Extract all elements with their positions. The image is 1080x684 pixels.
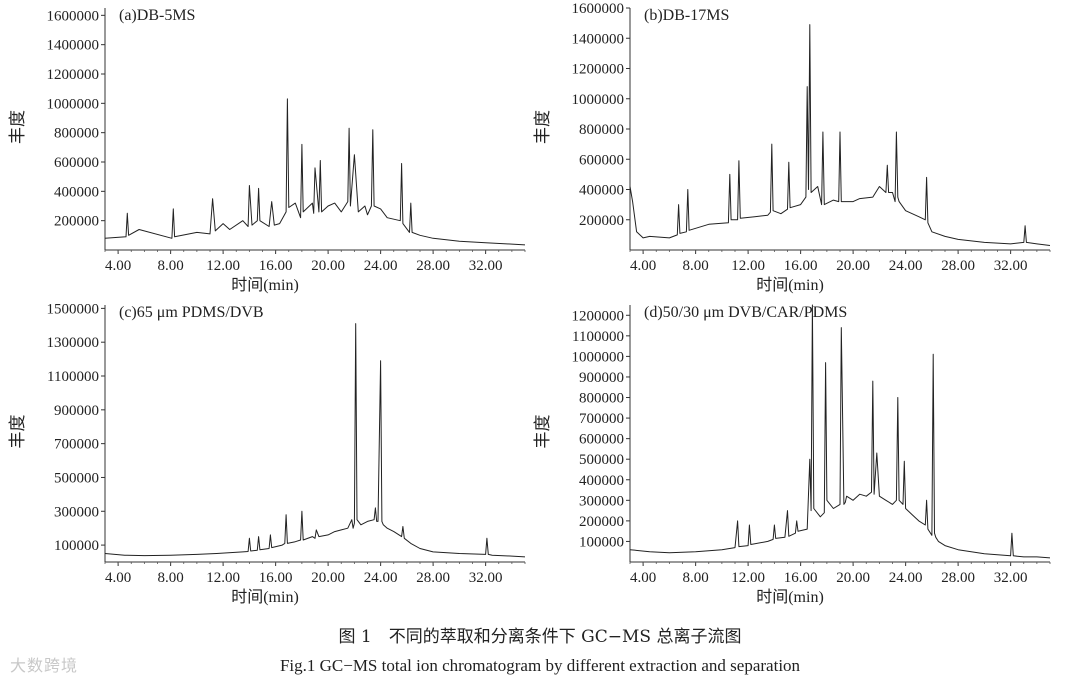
y-tick-label: 400000 [579,183,624,199]
y-tick-label: 1000000 [572,92,625,108]
y-tick-label: 800000 [54,126,99,142]
y-tick-label: 1200000 [47,67,100,83]
x-tick-label: 16.00 [784,258,818,274]
x-tick-label: 32.00 [994,258,1028,274]
y-tick-label: 600000 [54,155,99,171]
x-tick-label: 16.00 [259,570,293,586]
x-tick-label: 28.00 [941,258,975,274]
y-tick-label: 300000 [54,504,99,520]
x-tick-label: 32.00 [994,570,1028,586]
x-tick-label: 28.00 [416,570,450,586]
y-tick-label: 600000 [579,432,624,448]
x-tick-label: 32.00 [469,258,503,274]
x-tick-label: 12.00 [206,570,240,586]
x-tick-label: 24.00 [889,258,923,274]
y-tick-label: 800000 [579,391,624,407]
x-tick-label: 4.00 [630,258,656,274]
x-tick-label: 12.00 [206,258,240,274]
y-tick-label: 700000 [579,411,624,427]
y-tick-label: 1100000 [47,369,99,385]
x-tick-label: 4.00 [105,570,131,586]
y-tick-label: 200000 [579,514,624,530]
x-tick-label: 32.00 [469,570,503,586]
x-tick-label: 28.00 [941,570,975,586]
chromatogram-series-line [629,24,1051,246]
y-tick-label: 1100000 [572,329,624,345]
x-axis-label: 时间(min) [756,276,824,294]
y-axis-label: 丰度 [533,415,552,449]
y-tick-label: 1400000 [47,38,100,54]
x-axis-label: 时间(min) [231,276,299,294]
x-axis-label: 时间(min) [231,588,299,606]
y-tick-label: 900000 [579,370,624,386]
x-tick-label: 8.00 [158,258,184,274]
x-tick-label: 4.00 [105,258,131,274]
y-tick-label: 200000 [579,213,624,229]
x-tick-label: 20.00 [836,570,870,586]
y-tick-label: 1600000 [47,8,100,24]
x-tick-label: 24.00 [364,570,398,586]
y-tick-label: 1200000 [572,308,625,324]
y-axis-label: 丰度 [8,415,27,449]
x-tick-label: 4.00 [630,570,656,586]
chromatogram-series-line [629,304,1051,559]
x-tick-label: 8.00 [683,258,709,274]
y-tick-label: 1300000 [47,335,100,351]
panel-a: 200000 400000 600000 800000 1000000 1200000 14… [8,7,526,294]
x-tick-label: 12.00 [731,570,765,586]
y-tick-label: 600000 [579,152,624,168]
y-tick-label: 300000 [579,493,624,509]
figure-caption-english: Fig.1 GC−MS total ion chromatogram by di… [279,656,801,675]
y-tick-label: 400000 [54,184,99,200]
y-tick-label: 400000 [579,473,624,489]
y-tick-label: 1600000 [572,1,625,17]
panel-d: 100000 200000 300000 400000 500000 600000 7000… [533,304,1051,606]
panel-title: (a)DB-5MS [119,7,195,24]
chromatogram-series-line [104,323,526,558]
x-tick-label: 28.00 [416,258,450,274]
panel-c: 100000 300000 500000 700000 900000 1100000 130… [8,301,526,606]
y-tick-label: 800000 [579,122,624,138]
y-tick-label: 900000 [54,403,99,419]
panel-title: (d)50/30 μm DVB/CAR/PDMS [644,304,847,321]
y-tick-label: 100000 [579,534,624,550]
panel-title: (b)DB-17MS [644,7,729,24]
y-tick-label: 1200000 [572,62,625,78]
watermark-logo: 大数跨境 [10,656,79,675]
x-tick-label: 20.00 [311,570,345,586]
y-tick-label: 500000 [54,470,99,486]
chromatogram-series-line [104,98,526,246]
y-tick-label: 1400000 [572,31,625,47]
x-axis-label: 时间(min) [756,588,824,606]
y-tick-label: 700000 [54,437,99,453]
y-tick-label: 100000 [54,538,99,554]
x-tick-label: 20.00 [311,258,345,274]
x-tick-label: 24.00 [889,570,923,586]
x-tick-label: 24.00 [364,258,398,274]
y-tick-label: 1000000 [572,349,625,365]
y-tick-label: 1500000 [47,301,100,317]
panel-b: 200000 400000 600000 800000 1000000 1200000 14… [533,1,1051,294]
y-axis-label: 丰度 [533,110,552,144]
x-tick-label: 8.00 [683,570,709,586]
y-tick-label: 1000000 [47,96,100,112]
x-tick-label: 12.00 [731,258,765,274]
x-tick-label: 20.00 [836,258,870,274]
y-tick-label: 200000 [54,214,99,230]
figure-caption-chinese: 图 1 不同的萃取和分离条件下 GC−MS 总离子流图 [338,627,742,647]
x-tick-label: 16.00 [259,258,293,274]
x-tick-label: 16.00 [784,570,818,586]
y-axis-label: 丰度 [8,110,27,144]
panel-title: (c)65 μm PDMS/DVB [119,304,264,321]
y-tick-label: 500000 [579,452,624,468]
x-tick-label: 8.00 [158,570,184,586]
